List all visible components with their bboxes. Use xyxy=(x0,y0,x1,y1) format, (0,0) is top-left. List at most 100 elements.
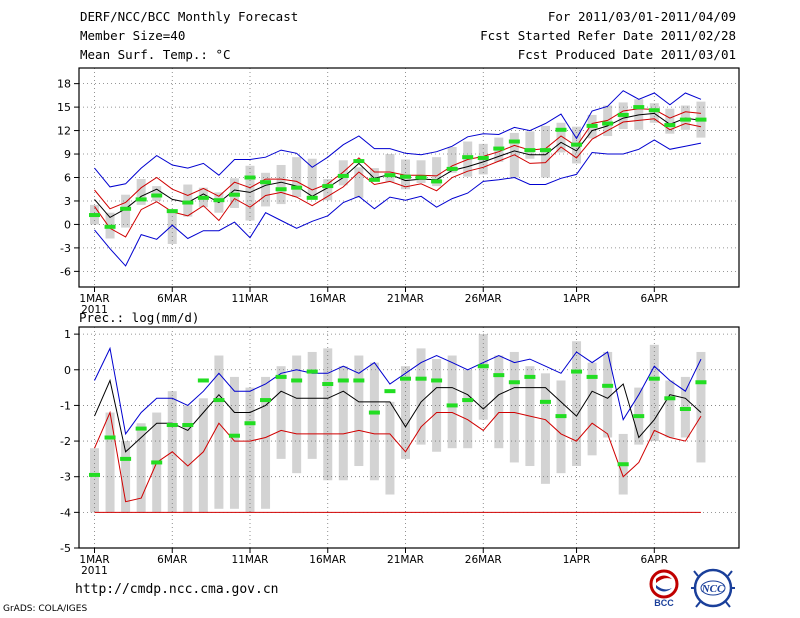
source-url[interactable]: http://cmdp.ncc.cma.gov.cn xyxy=(75,582,279,597)
prec-observed-marker xyxy=(166,423,178,428)
temp-range-box xyxy=(525,131,535,159)
prec-panel-title: Prec.: log(mm/d) xyxy=(79,310,199,325)
temp-observed-marker xyxy=(306,195,318,200)
temp-observed-marker xyxy=(586,123,598,128)
prec-ytick-label: -2 xyxy=(60,435,71,448)
prec-observed-marker xyxy=(446,403,458,408)
temp-observed-marker xyxy=(508,139,520,144)
prec-observed-marker xyxy=(524,374,536,379)
prec-observed-marker xyxy=(291,378,303,383)
temp-observed-marker xyxy=(384,173,396,178)
prec-range-box xyxy=(90,448,99,513)
prec-xtick-sublabel: 2011 xyxy=(81,565,108,577)
prec-range-box xyxy=(214,355,224,509)
prec-observed-marker xyxy=(602,383,614,388)
prec-xtick-label: 6APR xyxy=(641,554,669,566)
variable-label: Mean Surf. Temp.: °C xyxy=(80,47,231,62)
temp-line-ensemble-median xyxy=(94,112,702,219)
prec-range-box xyxy=(540,373,550,484)
temp-range-box xyxy=(354,167,364,198)
temp-observed-marker xyxy=(571,142,583,147)
temp-observed-marker xyxy=(260,180,272,185)
prec-xtick-label: 16MAR xyxy=(309,554,346,566)
prec-observed-marker xyxy=(493,373,505,378)
temp-observed-marker xyxy=(555,127,567,132)
chart-title: DERF/NCC/BCC Monthly Forecast xyxy=(80,9,299,24)
prec-observed-marker xyxy=(135,426,147,431)
temp-range-box xyxy=(401,159,410,190)
temp-ytick-label: 0 xyxy=(64,218,71,231)
prec-observed-marker xyxy=(679,406,691,411)
bcc-logo: BCC xyxy=(649,569,679,608)
prec-range-box xyxy=(385,401,395,495)
prec-observed-marker xyxy=(151,460,163,465)
prec-range-box xyxy=(447,355,457,449)
prec-observed-marker xyxy=(368,410,380,415)
temp-xtick-label: 11MAR xyxy=(232,293,269,305)
prec-range-box xyxy=(509,351,519,463)
prec-ytick-label: -5 xyxy=(60,542,71,555)
prec-observed-marker xyxy=(228,433,240,438)
temp-observed-marker xyxy=(415,175,427,180)
prec-panel: Prec.: log(mm/d)-5-4-3-2-1011MAR20116MAR… xyxy=(60,310,740,577)
prec-ytick-label: 0 xyxy=(64,364,71,377)
temp-observed-marker xyxy=(337,173,349,178)
prec-xtick-label: 26MAR xyxy=(465,554,502,566)
prec-range-box xyxy=(401,366,410,459)
prec-observed-marker xyxy=(617,462,629,467)
prec-ytick-label: 1 xyxy=(64,328,71,341)
prec-xtick-label: 1MAR xyxy=(79,554,109,566)
prec-range-box xyxy=(649,344,659,442)
member-size-label: Member Size=40 xyxy=(80,28,186,43)
temp-ytick-label: 6 xyxy=(64,172,71,185)
temp-observed-marker xyxy=(104,224,116,229)
prec-range-box xyxy=(369,362,379,481)
temp-range-box xyxy=(245,165,255,221)
temp-ytick-label: 3 xyxy=(64,195,71,208)
temp-observed-marker xyxy=(539,148,551,153)
prec-observed-marker xyxy=(477,364,489,369)
prec-observed-marker xyxy=(213,398,225,403)
prec-observed-marker xyxy=(353,378,365,383)
prec-observed-marker xyxy=(244,421,256,426)
temp-range-box xyxy=(432,157,442,187)
temp-range-box xyxy=(556,122,566,153)
prec-range-box xyxy=(121,441,131,513)
prec-observed-marker xyxy=(415,376,427,381)
forecast-period: For 2011/03/01-2011/04/09 xyxy=(547,9,736,24)
temp-observed-marker xyxy=(477,155,489,160)
temp-range-box xyxy=(292,157,302,198)
temp-range-box xyxy=(136,179,146,205)
prec-range-box xyxy=(183,405,193,513)
temp-observed-marker xyxy=(400,174,411,179)
prec-observed-marker xyxy=(539,399,551,404)
temp-range-box xyxy=(121,194,131,228)
temp-observed-marker xyxy=(322,184,334,189)
temp-plot-frame xyxy=(78,67,740,288)
temp-range-box xyxy=(447,146,457,173)
temp-line-ensemble-upper xyxy=(94,108,702,210)
temp-xtick-label: 1MAR xyxy=(79,293,109,305)
temp-observed-marker xyxy=(633,105,645,110)
temp-observed-marker xyxy=(679,117,691,122)
temp-xtick-label: 6MAR xyxy=(157,293,187,305)
prec-observed-marker xyxy=(306,369,318,374)
prec-range-box xyxy=(261,376,271,509)
temp-xtick-label: 1APR xyxy=(563,293,591,305)
prec-observed-marker xyxy=(384,389,396,394)
temp-range-box xyxy=(665,108,675,134)
prec-range-box xyxy=(276,366,286,459)
prec-line-ensemble-low xyxy=(94,410,702,503)
ncc-logo-text: NCC xyxy=(701,583,725,595)
prec-range-box xyxy=(198,398,208,513)
prec-range-box xyxy=(463,369,473,449)
prec-range-box xyxy=(323,348,333,481)
prec-range-box xyxy=(338,366,348,481)
temp-observed-marker xyxy=(166,209,178,214)
prec-observed-marker xyxy=(104,435,116,440)
temp-observed-marker xyxy=(431,179,443,184)
prec-range-box xyxy=(105,412,115,513)
temp-range-box xyxy=(261,172,271,207)
prec-range-box xyxy=(245,387,255,513)
